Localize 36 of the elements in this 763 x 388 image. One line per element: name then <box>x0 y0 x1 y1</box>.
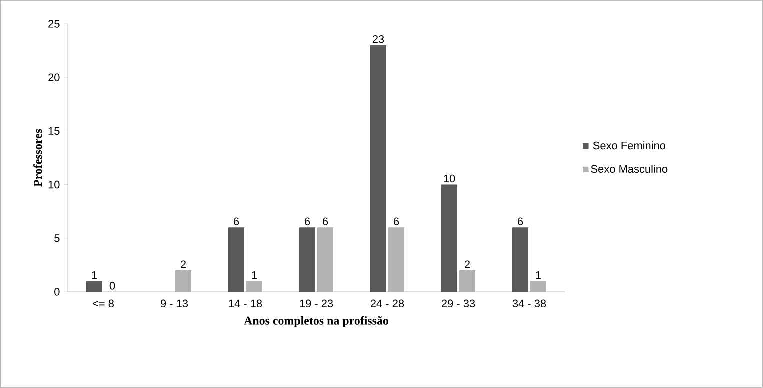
data-label: 6 <box>394 218 400 226</box>
y-tick-label: 15 <box>48 127 60 136</box>
y-tick-label: 25 <box>48 20 60 28</box>
data-label: 1 <box>536 272 542 280</box>
data-label: 6 <box>323 218 328 226</box>
x-tick-label: 34 - 38 <box>512 300 546 308</box>
bar <box>86 281 102 292</box>
y-tick-label: 20 <box>48 74 60 82</box>
x-tick-label: 9 - 13 <box>161 300 188 308</box>
y-tick-label: 5 <box>54 234 60 242</box>
x-tick-label: 14 - 18 <box>229 300 262 308</box>
y-axis-title: Professores <box>34 129 42 187</box>
data-label: 1 <box>92 272 98 280</box>
bar <box>370 45 387 292</box>
data-label: 1 <box>252 272 258 280</box>
x-tick-label: 29 - 33 <box>442 300 476 308</box>
x-tick-label: 19 - 23 <box>300 300 334 308</box>
x-axis-title: Anos completos na profissão <box>244 316 388 328</box>
y-tick-label: 0 <box>54 288 60 296</box>
data-label: 0 <box>110 282 116 290</box>
data-label: 10 <box>444 174 456 183</box>
data-label: 2 <box>181 260 186 268</box>
x-tick-label: 24 - 28 <box>370 300 404 308</box>
y-tick-label: 10 <box>48 180 60 189</box>
bar <box>442 184 458 292</box>
data-label: 6 <box>305 218 310 226</box>
bar <box>228 228 245 292</box>
legend-label: Sexo Masculino <box>591 164 668 174</box>
data-label: 2 <box>465 260 470 268</box>
data-label: 6 <box>518 218 524 226</box>
data-label: 23 <box>372 35 384 44</box>
bar <box>512 228 529 292</box>
legend-label: Sexo Feminino <box>593 142 666 150</box>
bar <box>300 228 316 292</box>
data-label: 6 <box>234 218 240 226</box>
x-tick-label: <= 8 <box>93 300 114 308</box>
